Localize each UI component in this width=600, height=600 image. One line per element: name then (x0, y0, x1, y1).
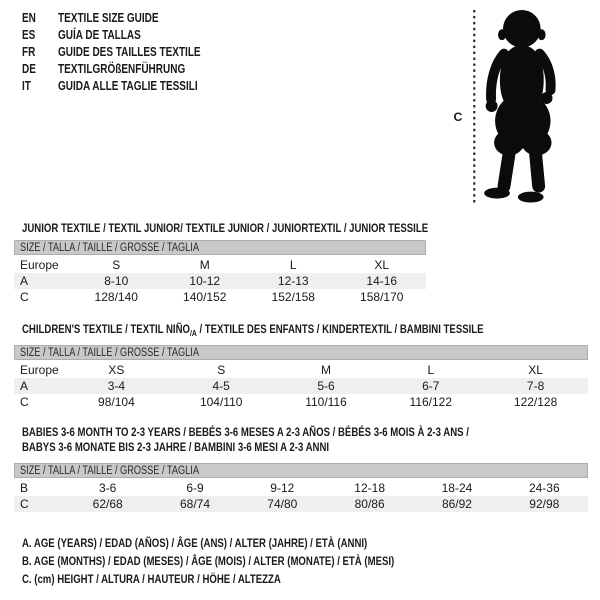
language-title: GUIDE DES TAILLES TEXTILE (58, 44, 201, 59)
size-cell: 116/122 (409, 395, 453, 409)
size-cell: 86/92 (441, 497, 472, 511)
size-cell: 5-6 (317, 379, 335, 393)
size-cell: 4-5 (212, 379, 230, 393)
language-row-fr: FR GUIDE DES TAILLES TEXTILE (22, 43, 236, 60)
children-size-table: SIZE / TALLA / TAILLE / GRÖSSE / TAGLIA … (14, 345, 588, 410)
toddler-silhouette (484, 9, 556, 203)
size-cell: 110/116 (305, 395, 347, 409)
footnote-b: B. AGE (MONTHS) / EDAD (MESES) / ÂGE (MO… (22, 554, 395, 568)
size-cell: 3-4 (107, 379, 126, 393)
language-title: GUIDA ALLE TAGLIE TESSILI (58, 78, 198, 93)
size-cell: 18-24 (441, 481, 473, 495)
language-code: EN (22, 10, 36, 25)
size-cell: M (199, 258, 210, 272)
size-cell: 9-12 (270, 481, 295, 495)
size-header-bar: SIZE / TALLA / TAILLE / GRÖSSE / TAGLIA (14, 240, 426, 255)
language-row-de: DE TEXTILGRÖßENFÜHRUNG (22, 60, 236, 77)
language-row-it: IT GUIDA ALLE TAGLIE TESSILI (22, 77, 236, 94)
size-cell: 12-18 (354, 481, 385, 495)
language-title: TEXTILE SIZE GUIDE (58, 10, 159, 25)
row-label: B (20, 481, 29, 495)
size-header-label: SIZE / TALLA / TAILLE / GRÖSSE / TAGLIA (20, 346, 199, 359)
height-c-label: C (454, 110, 463, 124)
junior-size-table: SIZE / TALLA / TAILLE / GRÖSSE / TAGLIA … (14, 240, 426, 305)
table-row-height: C 62/68 68/74 74/80 80/86 86/92 92/98 (14, 496, 588, 512)
size-cell: 62/68 (92, 497, 123, 511)
size-cell: 92/98 (529, 497, 560, 511)
size-cell: 10-12 (189, 274, 221, 288)
language-row-es: ES GUÍA DE TALLAS (22, 26, 236, 43)
row-label: Europe (20, 363, 59, 377)
language-code: IT (22, 78, 31, 93)
babies-table-title: BABIES 3-6 MONTH TO 2-3 YEARS / BEBÉS 3-… (22, 425, 469, 455)
language-title: GUÍA DE TALLAS (58, 27, 141, 42)
size-header-bar: SIZE / TALLA / TAILLE / GRÖSSE / TAGLIA (14, 345, 588, 360)
size-cell: 140/152 (183, 290, 227, 304)
footnotes: A. AGE (YEARS) / EDAD (AÑOS) / ÂGE (ANS)… (22, 534, 487, 588)
size-cell: 3-6 (98, 481, 117, 495)
size-cell: 122/128 (513, 395, 558, 409)
table-row-age: A 8-10 10-12 12-13 14-16 (14, 273, 426, 289)
row-label: A (20, 274, 29, 288)
junior-table-title: JUNIOR TEXTILE / TEXTIL JUNIOR/ TEXTILE … (22, 221, 429, 235)
size-cell: S (112, 258, 121, 272)
table-row-europe: Europe XS S M L XL (14, 362, 588, 378)
size-cell: 12-13 (277, 274, 309, 288)
row-label: C (20, 290, 29, 304)
size-cell: L (427, 363, 435, 377)
babies-title-line1: BABIES 3-6 MONTH TO 2-3 YEARS / BEBÉS 3-… (22, 425, 469, 439)
size-cell: 8-10 (104, 274, 129, 288)
size-cell: XL (528, 363, 543, 377)
size-cell: 6-7 (422, 379, 440, 393)
title-subscript: /A (189, 327, 197, 338)
babies-title-line2: BABYS 3-6 MONATE BIS 2-3 JAHRE / BAMBINI… (22, 440, 330, 454)
table-row-age-months: B 3-6 6-9 9-12 12-18 18-24 24-36 (14, 480, 588, 496)
size-header-label: SIZE / TALLA / TAILLE / GRÖSSE / TAGLIA (20, 464, 199, 477)
size-cell: 14-16 (366, 274, 398, 288)
table-row-age: A 3-4 4-5 5-6 6-7 7-8 (14, 378, 588, 394)
row-label: Europe (20, 258, 59, 272)
language-list: EN TEXTILE SIZE GUIDE ES GUÍA DE TALLAS FR… (22, 9, 236, 94)
language-code: DE (22, 61, 36, 76)
language-row-en: EN TEXTILE SIZE GUIDE (22, 9, 236, 26)
row-label: C (20, 395, 29, 409)
size-cell: 24-36 (528, 481, 560, 495)
row-label: C (20, 497, 29, 511)
size-cell: 158/170 (360, 290, 404, 304)
size-cell: 104/110 (199, 395, 243, 409)
size-cell: 128/140 (94, 290, 138, 304)
footnote-c: C. (cm) HEIGHT / ALTURA / HAUTEUR / HÖHE… (22, 572, 281, 586)
toddler-figure: C (454, 9, 556, 205)
language-code: ES (22, 27, 36, 42)
size-cell: 7-8 (526, 379, 545, 393)
table-row-height: C 98/104 104/110 110/116 116/122 122/128 (14, 394, 588, 410)
size-cell: M (320, 363, 331, 377)
size-cell: 74/80 (267, 497, 298, 511)
size-cell: 68/74 (179, 497, 210, 511)
size-cell: 6-9 (186, 481, 204, 495)
row-label: A (20, 379, 29, 393)
size-cell: L (289, 258, 297, 272)
footnote-a: A. AGE (YEARS) / EDAD (AÑOS) / ÂGE (ANS)… (22, 536, 368, 550)
size-cell: 152/158 (271, 290, 315, 304)
size-cell: XL (374, 258, 390, 272)
size-cell: S (217, 363, 226, 377)
table-row-height: C 128/140 140/152 152/158 158/170 (14, 289, 426, 305)
language-code: FR (22, 44, 36, 59)
size-cell: 80/86 (354, 497, 385, 511)
size-header-label: SIZE / TALLA / TAILLE / GRÖSSE / TAGLIA (20, 241, 199, 254)
babies-size-table: SIZE / TALLA / TAILLE / GRÖSSE / TAGLIA … (14, 463, 588, 512)
size-cell: 98/104 (98, 395, 135, 409)
size-header-bar: SIZE / TALLA / TAILLE / GRÖSSE / TAGLIA (14, 463, 588, 478)
children-table-title: CHILDREN'S TEXTILE / TEXTIL NIÑO/A / TEX… (22, 322, 484, 338)
table-row-europe: Europe S M L XL (14, 257, 426, 273)
language-title: TEXTILGRÖßENFÜHRUNG (58, 61, 186, 76)
size-cell: XS (108, 363, 125, 377)
